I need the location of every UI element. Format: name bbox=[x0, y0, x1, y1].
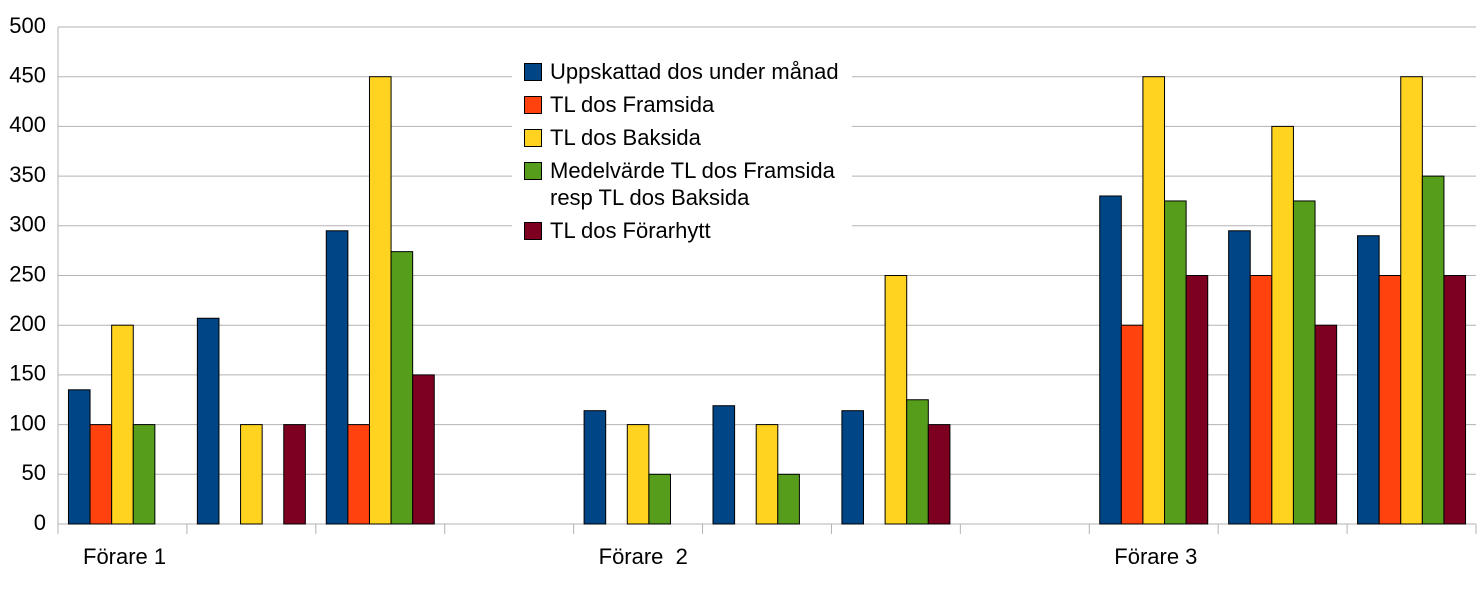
bar bbox=[390, 251, 414, 525]
legend-item: TL dos Förarhytt bbox=[524, 217, 852, 244]
bar bbox=[1142, 76, 1166, 525]
bar bbox=[884, 275, 908, 525]
y-tick-label: 400 bbox=[9, 112, 46, 137]
bar bbox=[325, 230, 349, 525]
bar bbox=[1314, 324, 1338, 525]
bar bbox=[906, 399, 929, 525]
bar bbox=[368, 76, 392, 525]
y-tick-label: 200 bbox=[9, 311, 46, 336]
bar bbox=[626, 424, 650, 525]
bar bbox=[841, 410, 865, 525]
y-tick-label: 300 bbox=[9, 212, 46, 237]
y-tick-label: 450 bbox=[9, 63, 46, 88]
legend-label: Uppskattad dos under månad bbox=[550, 59, 839, 84]
legend-item: TL dos Framsida bbox=[524, 91, 852, 118]
y-tick-label: 150 bbox=[9, 361, 46, 386]
bar bbox=[1185, 275, 1209, 525]
legend-swatch bbox=[524, 129, 542, 147]
bar bbox=[67, 389, 91, 525]
legend-label: TL dos Framsida bbox=[550, 92, 715, 117]
bar bbox=[755, 424, 779, 525]
bar bbox=[1120, 324, 1144, 525]
y-tick-label: 250 bbox=[9, 261, 46, 286]
bar bbox=[648, 473, 671, 525]
bar bbox=[1400, 76, 1423, 525]
bar bbox=[347, 424, 370, 525]
legend-item: Medelvärde TL dos Framsida resp TL dos B… bbox=[524, 157, 852, 211]
legend-swatch bbox=[524, 63, 542, 81]
legend-item: TL dos Baksida bbox=[524, 124, 852, 151]
legend-label: Medelvärde TL dos Framsida resp TL dos B… bbox=[550, 158, 835, 210]
bar bbox=[412, 374, 435, 525]
bar bbox=[240, 424, 263, 525]
x-tick-label: Förare 2 bbox=[599, 544, 688, 569]
bar bbox=[1099, 195, 1122, 525]
bar bbox=[927, 424, 951, 525]
legend-swatch bbox=[524, 222, 542, 240]
bar bbox=[712, 405, 736, 525]
x-tick-label: Förare 3 bbox=[1114, 544, 1197, 569]
bar bbox=[1228, 230, 1251, 525]
y-tick-label: 500 bbox=[9, 13, 46, 38]
bar bbox=[89, 424, 113, 525]
bar bbox=[283, 424, 306, 525]
x-tick-label: Förare 1 bbox=[83, 544, 166, 569]
bar bbox=[1292, 200, 1316, 525]
bar bbox=[1443, 275, 1467, 525]
bar bbox=[583, 410, 607, 525]
bar bbox=[777, 473, 800, 525]
y-tick-label: 350 bbox=[9, 162, 46, 187]
legend-label: TL dos Förarhytt bbox=[550, 218, 711, 243]
legend-label: TL dos Baksida bbox=[550, 125, 701, 150]
bar bbox=[1249, 275, 1273, 525]
y-tick-label: 100 bbox=[9, 410, 46, 435]
bar bbox=[1271, 125, 1294, 525]
legend-swatch bbox=[524, 162, 542, 180]
bar bbox=[196, 317, 220, 525]
bar bbox=[1378, 275, 1402, 525]
y-tick-label: 0 bbox=[34, 510, 46, 535]
bar bbox=[1357, 235, 1380, 525]
y-tick-label: 50 bbox=[22, 460, 46, 485]
bar bbox=[1164, 200, 1187, 525]
bar bbox=[1421, 175, 1445, 525]
legend-swatch bbox=[524, 96, 542, 114]
legend: Uppskattad dos under månad TL dos Framsid… bbox=[512, 52, 852, 258]
legend-item: Uppskattad dos under månad bbox=[524, 58, 852, 85]
bar bbox=[111, 324, 134, 525]
bar bbox=[132, 424, 156, 525]
